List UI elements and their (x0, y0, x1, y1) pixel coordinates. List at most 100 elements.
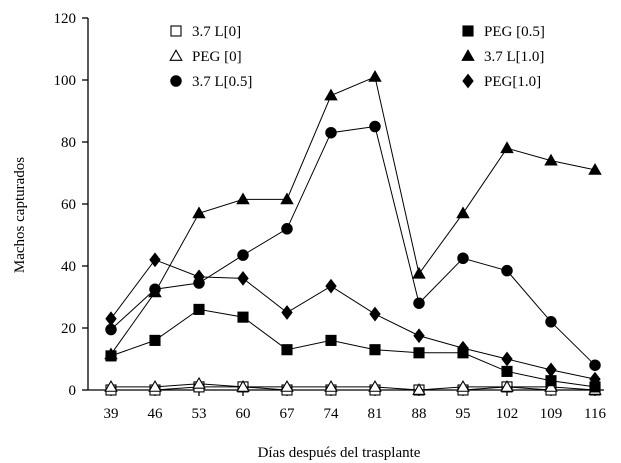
data-point (501, 351, 513, 367)
series-6 (105, 252, 601, 387)
legend: 3.7 L[0] PEG [0] 3.7 L[0.5] PEG [0.5] 3.7 L[… (169, 24, 545, 90)
series-line (110, 308, 596, 388)
data-point (149, 252, 161, 268)
legend-label: PEG [0] (192, 49, 242, 65)
data-point (412, 266, 426, 279)
data-point (104, 379, 118, 392)
data-point (368, 379, 382, 392)
data-point (325, 126, 337, 139)
x-axis-ticks: 39 46 53 60 67 74 81 88 95 102 109 116 (104, 390, 606, 422)
data-point (369, 344, 381, 356)
legend-entry: 3.7 L[0] (170, 24, 241, 40)
data-point (500, 379, 514, 392)
legend-entry: PEG [0.5] (462, 24, 545, 40)
data-point (369, 306, 381, 322)
data-point (413, 347, 425, 359)
y-tick-label: 20 (61, 321, 76, 337)
data-point (456, 379, 470, 392)
x-tick-label: 74 (324, 406, 340, 422)
legend-marker (461, 49, 475, 61)
y-axis-title: Machos capturados (12, 157, 28, 273)
legend-marker (462, 25, 474, 37)
x-tick-label: 53 (192, 406, 207, 422)
series-3 (105, 120, 601, 371)
y-axis-ticks: 0 20 40 60 80 100 120 (54, 11, 88, 399)
data-point (413, 328, 425, 344)
series-2 (104, 376, 602, 395)
data-point (237, 270, 249, 286)
legend-label: PEG [0.5] (484, 24, 545, 40)
data-point (104, 347, 118, 360)
data-point (544, 153, 558, 166)
x-tick-label: 39 (104, 406, 119, 422)
data-point (192, 206, 206, 219)
x-tick-label: 95 (456, 406, 471, 422)
data-point (368, 69, 382, 82)
x-tick-label: 67 (280, 406, 296, 422)
legend-marker (170, 25, 182, 37)
data-point (193, 303, 205, 315)
series-line (110, 76, 596, 355)
y-tick-label: 100 (54, 73, 77, 89)
x-tick-label: 109 (540, 406, 563, 422)
legend-entry: 3.7 L[1.0] (461, 49, 544, 65)
data-point (324, 379, 338, 392)
data-point (281, 344, 293, 356)
legend-marker (462, 73, 474, 89)
data-point (281, 305, 293, 320)
y-tick-label: 0 (69, 383, 77, 399)
series-layer (104, 69, 602, 396)
data-point (325, 278, 337, 294)
y-tick-label: 40 (61, 259, 76, 275)
legend-entry: PEG[1.0] (462, 73, 541, 90)
data-point (500, 141, 514, 154)
series-4 (105, 303, 601, 393)
data-point (149, 334, 161, 346)
data-point (192, 376, 206, 389)
y-tick-label: 120 (54, 11, 77, 27)
series-5 (104, 69, 602, 360)
data-point (105, 311, 117, 327)
data-point (589, 359, 601, 371)
data-point (369, 120, 381, 133)
data-point (148, 379, 162, 392)
data-point (588, 162, 602, 175)
data-point (148, 285, 162, 298)
legend-label: 3.7 L[1.0] (484, 49, 544, 65)
legend-marker (170, 75, 182, 87)
data-point (324, 88, 338, 101)
legend-entry: PEG [0] (169, 49, 242, 65)
series-1 (105, 381, 601, 396)
data-point (193, 269, 205, 285)
legend-label: PEG[1.0] (484, 74, 541, 90)
x-tick-label: 88 (412, 406, 427, 422)
x-tick-label: 46 (148, 406, 164, 422)
data-point (413, 297, 425, 309)
data-point (236, 379, 250, 392)
series-line (110, 259, 596, 380)
data-point (456, 206, 470, 219)
x-tick-label: 81 (368, 406, 383, 422)
x-tick-label: 60 (236, 406, 251, 422)
data-point (236, 192, 250, 205)
data-point (280, 192, 294, 205)
data-point (501, 365, 513, 377)
y-tick-label: 60 (61, 197, 76, 213)
series-line (110, 125, 596, 366)
data-point (237, 249, 249, 261)
data-point (457, 252, 469, 265)
series-line (111, 386, 595, 391)
x-tick-label: 116 (584, 406, 606, 422)
legend-label: 3.7 L[0] (192, 24, 241, 40)
y-tick-label: 80 (61, 135, 76, 151)
data-point (457, 340, 469, 356)
legend-marker (169, 49, 183, 61)
legend-entry: 3.7 L[0.5] (170, 74, 252, 90)
x-axis-title: Días después del trasplante (258, 445, 421, 461)
data-point (545, 316, 557, 328)
legend-label: 3.7 L[0.5] (192, 74, 252, 90)
data-point (280, 379, 294, 392)
data-point (545, 362, 557, 378)
data-point (237, 311, 249, 323)
